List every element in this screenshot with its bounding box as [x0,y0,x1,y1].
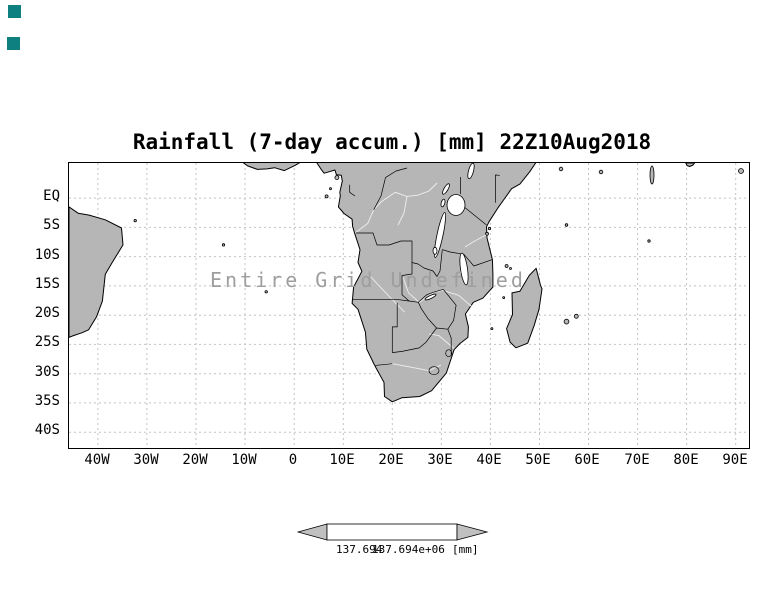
lon-tick-label: 30W [133,452,159,468]
lake-kivu [440,198,446,208]
lake-turkana [467,163,475,180]
land-africa [242,163,537,403]
lat-tick-label: EQ [43,188,60,204]
grid-undefined-message: Entire Grid Undefined [210,268,526,292]
island-sri-lanka-tip [685,163,696,167]
island-st-helena [264,290,268,294]
lon-tick-label: 10E [329,452,355,468]
island-principe [329,187,332,191]
river-limpopo [429,333,455,349]
island-comoros-2 [509,267,512,270]
colorbar-unit: [mm] [452,543,479,556]
lon-tick-label: 20E [378,452,404,468]
island-zanzibar [485,231,489,236]
colorbar-body [326,523,458,541]
lake-victoria [446,194,466,216]
lake-albert [442,183,450,195]
desktop-artifact-square-bottom [7,37,20,50]
lake-tanganyika [433,212,447,258]
lon-tick-label: 80E [673,452,699,468]
island-diego-garcia [647,239,651,243]
rivers [355,182,487,372]
lon-tick-label: 70E [624,452,650,468]
country-borders [349,167,500,376]
lon-tick-label: 90E [722,452,748,468]
colorbar-left-arrowhead [296,523,328,541]
border-swaziland [445,349,453,358]
island-seychelles [564,223,569,227]
lat-tick-label: 25S [34,334,60,350]
lon-tick-label: 60E [574,452,600,468]
island-madagascar [506,267,543,349]
lake-malawi [459,252,469,286]
plot-title: Rainfall (7-day accum.) [mm] 22Z10Aug201… [132,130,652,154]
land-south-america [69,206,124,338]
lat-tick-label: 15S [34,276,60,292]
lat-tick-label: 40S [34,422,60,438]
island-group-2 [738,168,744,174]
lat-tick-label: 20S [34,305,60,321]
island-group-1 [598,169,604,175]
lake-kariba [424,293,437,301]
lon-tick-label: 30E [427,452,453,468]
colorbar-label-left: 137.694 [336,543,383,556]
lon-tick-label: 20W [182,452,208,468]
island-agalega [558,166,564,172]
lat-tick-label: 30S [34,364,60,380]
desktop-artifact-square-top [8,5,21,18]
island-maldives-chain [649,165,655,185]
lat-tick-label: 35S [34,393,60,409]
island-sao-tome [324,194,329,199]
island-juan-de-nova [502,296,506,300]
island-fernando-de-noronha [133,218,137,223]
lake-mweru [432,246,438,255]
river-congo [355,182,438,233]
lon-tick-label: 50E [525,452,551,468]
map-canvas [69,163,749,448]
island-pemba [487,226,492,231]
island-bioko [334,175,340,181]
lon-tick-label: 10W [231,452,257,468]
map-plot-area [68,162,750,449]
lon-tick-label: 40E [476,452,502,468]
island-comoros [504,264,509,268]
border-lesotho [428,366,440,376]
island-mauritius [573,313,579,319]
river-kasai [397,196,408,226]
colorbar-right-arrowhead [456,523,489,541]
island-ascension [221,243,226,247]
colorbar-label-right: 137.694e+06 [372,543,445,556]
river-rufiji [464,234,487,248]
lat-tick-label: 5S [43,217,60,233]
landmasses [69,163,696,403]
small-islands [133,165,744,331]
lon-tick-label: 40W [84,452,110,468]
island-reunion [563,318,570,325]
river-okavango [368,274,405,313]
island-europa [490,327,494,331]
lat-tick-label: 10S [34,247,60,263]
lon-tick-label: 0 [288,452,298,468]
colorbar [296,522,489,542]
colorbar-arrow [296,523,489,541]
lakes [424,163,475,301]
